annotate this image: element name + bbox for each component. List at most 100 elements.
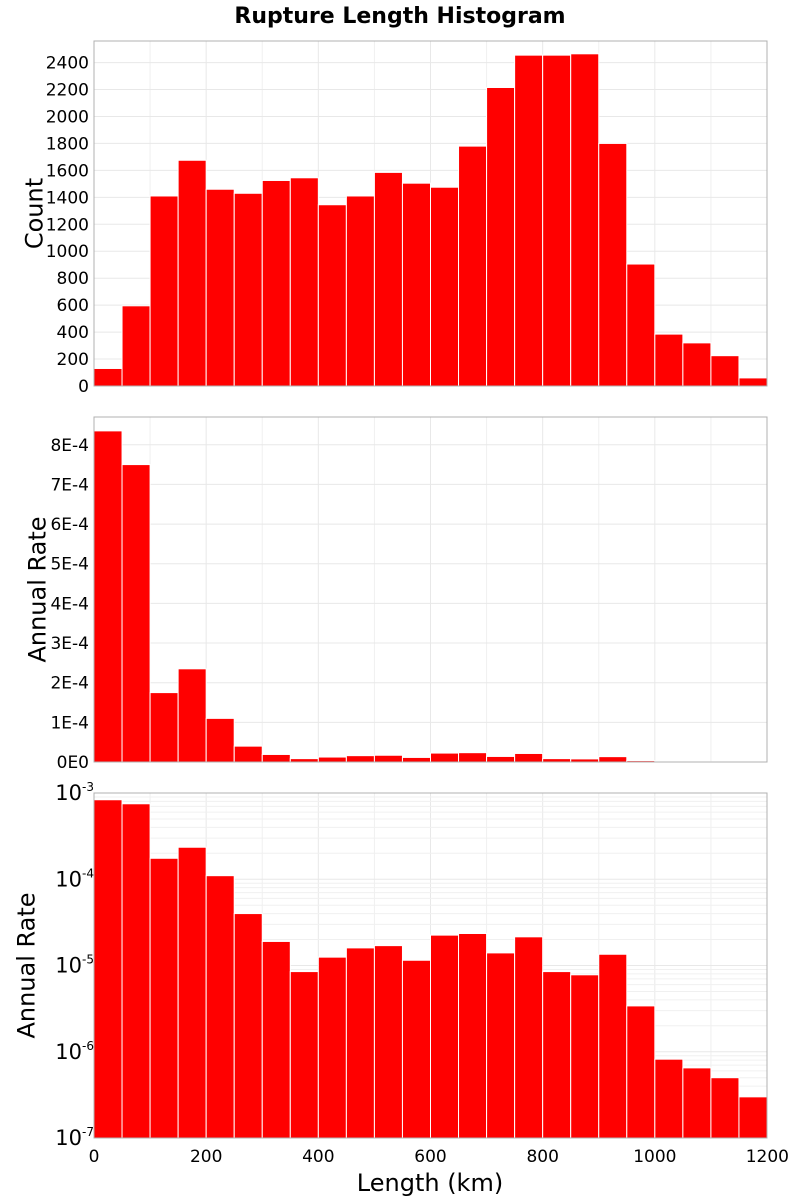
bar: [486, 952, 516, 1139]
y-tick-exponent: -3: [82, 780, 94, 794]
x-axis-ticks: 0 200 400 600 800 1000 1200: [89, 1147, 789, 1167]
bar: [486, 755, 516, 763]
y-tick-label: 4E-4: [50, 594, 89, 614]
bar: [626, 1005, 656, 1139]
y-axis-label: Count: [20, 178, 48, 249]
bar: [93, 799, 123, 1139]
panel-annual-rate-log: 10-710-610-510-410-3 Annual Rate: [12, 780, 768, 1150]
y-tick-label: 0: [78, 377, 89, 397]
bar: [626, 263, 656, 387]
bar: [261, 753, 291, 763]
y-tick-exponent: -4: [82, 866, 94, 880]
bar: [598, 142, 628, 387]
y-tick-label: 1400: [46, 188, 89, 208]
y-tick-label: 3E-4: [50, 634, 89, 654]
plot-frame: [93, 40, 768, 387]
bar: [542, 758, 572, 763]
bar: [373, 171, 403, 387]
bar: [317, 956, 347, 1139]
y-tick-label: 8E-4: [50, 436, 89, 456]
bar: [598, 953, 628, 1139]
bar: [205, 875, 235, 1139]
y-tick-label: 6E-4: [50, 515, 89, 535]
bar: [458, 145, 488, 387]
bar: [373, 754, 403, 763]
bar: [486, 86, 516, 387]
y-tick-label: 800: [57, 269, 89, 289]
y-tick-label: 1E-4: [50, 713, 89, 733]
bar: [261, 179, 291, 387]
bar: [654, 1058, 684, 1139]
bar: [570, 53, 600, 387]
x-tick-label: 400: [302, 1147, 334, 1167]
chart-title: Rupture Length Histogram: [234, 4, 565, 29]
bar: [93, 430, 123, 763]
bar: [738, 377, 768, 387]
bar: [149, 692, 179, 763]
bar: [233, 913, 263, 1139]
bar: [710, 1077, 740, 1139]
bar: [289, 758, 319, 763]
bar: [430, 186, 460, 387]
panel-count: 0 200 400 600 800 1000 1200 1400 1600 1800 2000 220…: [20, 40, 768, 397]
bar: [177, 846, 207, 1139]
bar: [430, 934, 460, 1139]
y-tick-label: 2400: [46, 54, 89, 74]
y-tick-label: 2000: [46, 107, 89, 127]
bar: [177, 668, 207, 763]
bar: [570, 974, 600, 1139]
bar: [149, 857, 179, 1139]
y-tick-label: 2E-4: [50, 674, 89, 694]
bar: [401, 756, 432, 763]
bar: [682, 342, 712, 387]
x-tick-label: 600: [414, 1147, 446, 1167]
bar: [149, 195, 179, 387]
y-tick-label: 1200: [46, 215, 89, 235]
bar: [233, 192, 263, 387]
bar: [514, 54, 544, 387]
y-tick-label: 1000: [46, 242, 89, 262]
bar: [682, 1067, 712, 1139]
bar: [289, 177, 319, 387]
bar: [205, 188, 235, 387]
bar: [458, 752, 488, 763]
bar: [654, 333, 684, 387]
y-tick-label: 10: [55, 867, 82, 891]
bar: [177, 159, 207, 387]
y-tick-exponent: -5: [82, 953, 94, 967]
y-tick-label: 10: [55, 781, 82, 805]
bar: [121, 305, 151, 387]
y-tick-label: 10: [55, 1126, 82, 1150]
y-tick-label: 10: [55, 954, 82, 978]
y-tick-label: 0E0: [57, 753, 89, 773]
plot-frame: [93, 792, 768, 1139]
y-tick-label: 5E-4: [50, 555, 89, 575]
bar: [121, 803, 151, 1139]
y-tick-label: 1600: [46, 161, 89, 181]
bar: [345, 195, 375, 387]
bar: [345, 947, 375, 1139]
bar: [121, 464, 151, 763]
y-axis-label: Annual Rate: [23, 516, 51, 662]
bar: [738, 1096, 768, 1139]
bar: [345, 755, 375, 763]
bar: [514, 752, 544, 763]
bar: [233, 745, 263, 763]
bar: [93, 367, 123, 387]
bar: [710, 355, 740, 387]
bar: [514, 936, 544, 1139]
y-tick-label: 600: [57, 296, 89, 316]
y-axis-label: Annual Rate: [12, 892, 40, 1038]
y-tick-label: 10: [55, 1040, 82, 1064]
y-tick-label: 400: [57, 323, 89, 343]
bar: [430, 752, 460, 763]
bar: [401, 959, 432, 1139]
x-tick-label: 1000: [633, 1147, 676, 1167]
y-tick-label: 1800: [46, 134, 89, 154]
x-tick-label: 800: [526, 1147, 558, 1167]
bar: [542, 971, 572, 1139]
y-tick-exponent: -7: [82, 1125, 94, 1139]
x-axis-label: Length (km): [357, 1169, 503, 1197]
x-tick-label: 200: [190, 1147, 222, 1167]
